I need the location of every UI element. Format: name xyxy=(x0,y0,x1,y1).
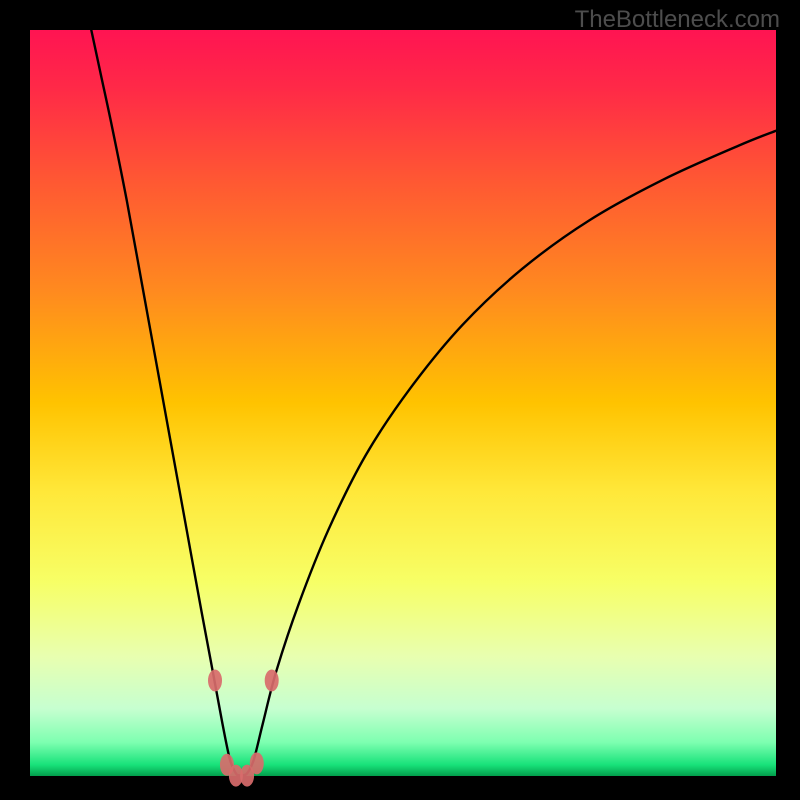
plot-area xyxy=(30,30,776,776)
curve-marker-1 xyxy=(265,670,279,692)
curve-marker-0 xyxy=(208,670,222,692)
curve-markers xyxy=(208,670,279,787)
curve-marker-5 xyxy=(250,752,264,774)
stage: TheBottleneck.com xyxy=(0,0,800,800)
watermark-text: TheBottleneck.com xyxy=(575,6,780,34)
curve-layer xyxy=(30,30,776,776)
bottleneck-curve xyxy=(90,23,776,776)
